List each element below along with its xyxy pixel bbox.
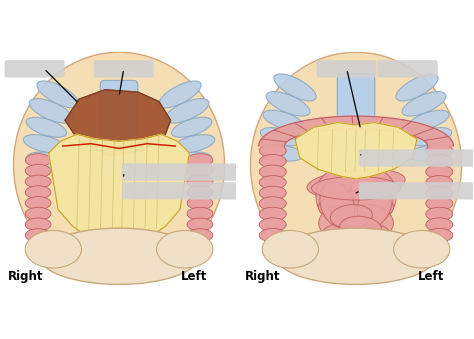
Ellipse shape xyxy=(357,182,392,227)
Ellipse shape xyxy=(426,176,453,189)
Ellipse shape xyxy=(426,197,453,210)
Text: Right: Right xyxy=(245,270,280,283)
Ellipse shape xyxy=(23,135,64,153)
Ellipse shape xyxy=(316,170,364,225)
Ellipse shape xyxy=(259,176,286,189)
Ellipse shape xyxy=(29,99,73,123)
FancyBboxPatch shape xyxy=(100,80,138,174)
Ellipse shape xyxy=(187,186,213,199)
Ellipse shape xyxy=(262,231,319,268)
Ellipse shape xyxy=(426,165,453,179)
Polygon shape xyxy=(65,90,171,155)
Ellipse shape xyxy=(259,207,286,221)
Ellipse shape xyxy=(426,186,453,200)
Ellipse shape xyxy=(319,204,365,238)
Ellipse shape xyxy=(187,229,213,242)
Ellipse shape xyxy=(349,170,396,225)
Ellipse shape xyxy=(274,74,316,101)
FancyBboxPatch shape xyxy=(359,182,474,200)
FancyBboxPatch shape xyxy=(337,73,375,167)
Ellipse shape xyxy=(25,197,51,210)
Ellipse shape xyxy=(340,216,382,240)
Ellipse shape xyxy=(187,218,213,231)
Ellipse shape xyxy=(266,92,310,116)
Ellipse shape xyxy=(276,228,436,284)
Ellipse shape xyxy=(187,175,213,188)
Ellipse shape xyxy=(25,218,51,231)
Ellipse shape xyxy=(426,155,453,168)
Ellipse shape xyxy=(307,169,405,198)
Ellipse shape xyxy=(39,228,199,284)
Text: Left: Left xyxy=(418,270,444,283)
Ellipse shape xyxy=(26,117,66,137)
Ellipse shape xyxy=(159,81,201,108)
Ellipse shape xyxy=(25,231,82,268)
Text: Right: Right xyxy=(8,270,43,283)
Ellipse shape xyxy=(263,110,303,130)
Ellipse shape xyxy=(347,204,393,238)
Ellipse shape xyxy=(25,207,51,220)
Ellipse shape xyxy=(259,155,286,168)
Ellipse shape xyxy=(426,228,453,242)
Ellipse shape xyxy=(330,204,373,228)
Ellipse shape xyxy=(25,229,51,242)
Ellipse shape xyxy=(260,127,301,146)
Ellipse shape xyxy=(259,228,286,242)
FancyBboxPatch shape xyxy=(378,60,438,78)
Ellipse shape xyxy=(156,231,213,268)
Ellipse shape xyxy=(187,164,213,177)
FancyBboxPatch shape xyxy=(122,163,238,181)
Polygon shape xyxy=(49,134,190,247)
Ellipse shape xyxy=(187,197,213,210)
Ellipse shape xyxy=(259,165,286,179)
Ellipse shape xyxy=(319,191,393,223)
Ellipse shape xyxy=(409,145,448,161)
FancyBboxPatch shape xyxy=(359,149,474,167)
Ellipse shape xyxy=(25,154,51,166)
Ellipse shape xyxy=(165,99,209,123)
FancyBboxPatch shape xyxy=(94,60,154,78)
Ellipse shape xyxy=(393,231,450,268)
Ellipse shape xyxy=(321,221,391,249)
Ellipse shape xyxy=(259,197,286,210)
Ellipse shape xyxy=(13,52,225,277)
Ellipse shape xyxy=(187,207,213,220)
Ellipse shape xyxy=(172,152,211,168)
Ellipse shape xyxy=(426,144,453,158)
Ellipse shape xyxy=(250,52,462,277)
Ellipse shape xyxy=(25,164,51,177)
Ellipse shape xyxy=(172,117,212,137)
Ellipse shape xyxy=(173,135,215,153)
Text: Left: Left xyxy=(181,270,207,283)
Ellipse shape xyxy=(25,175,51,188)
Polygon shape xyxy=(295,123,417,179)
Ellipse shape xyxy=(187,154,213,166)
Ellipse shape xyxy=(426,207,453,221)
Ellipse shape xyxy=(311,177,401,200)
Ellipse shape xyxy=(259,218,286,232)
Ellipse shape xyxy=(259,186,286,200)
Ellipse shape xyxy=(37,81,79,108)
Ellipse shape xyxy=(25,186,51,199)
Ellipse shape xyxy=(259,144,286,158)
FancyBboxPatch shape xyxy=(317,60,377,78)
Ellipse shape xyxy=(426,218,453,232)
Ellipse shape xyxy=(264,145,303,161)
FancyBboxPatch shape xyxy=(5,60,64,78)
FancyBboxPatch shape xyxy=(122,182,238,200)
Ellipse shape xyxy=(396,74,438,101)
Ellipse shape xyxy=(27,152,66,168)
Ellipse shape xyxy=(410,127,452,146)
Ellipse shape xyxy=(320,182,355,227)
Polygon shape xyxy=(259,116,453,146)
Ellipse shape xyxy=(409,110,449,130)
Ellipse shape xyxy=(402,92,446,116)
